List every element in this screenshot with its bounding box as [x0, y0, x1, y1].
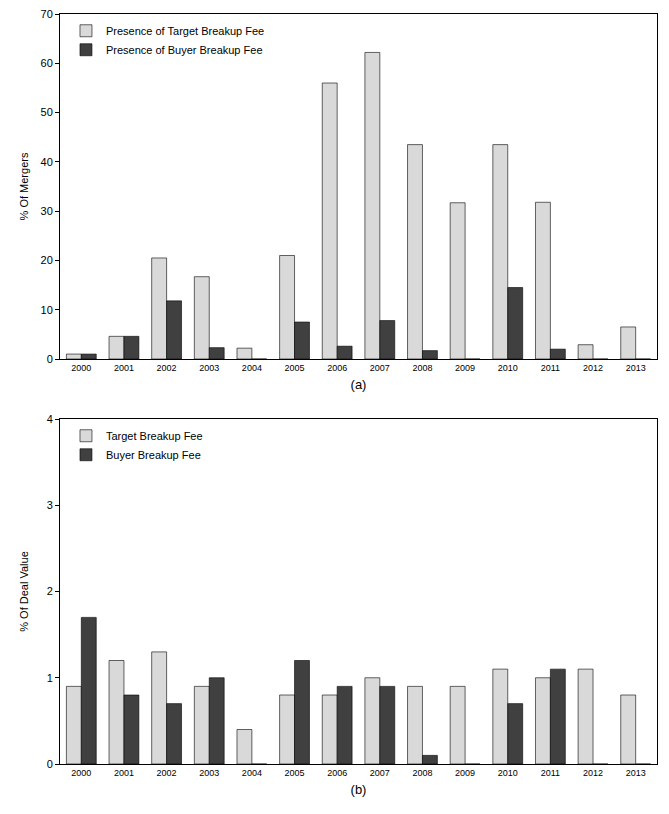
svg-text:2008: 2008 — [412, 363, 432, 373]
svg-text:2010: 2010 — [498, 768, 518, 778]
svg-text:Presence of Buyer Breakup Fee: Presence of Buyer Breakup Fee — [106, 44, 263, 56]
svg-text:60: 60 — [41, 57, 53, 69]
svg-text:2002: 2002 — [157, 768, 177, 778]
svg-text:10: 10 — [41, 304, 53, 316]
svg-text:1: 1 — [47, 672, 53, 684]
svg-text:20: 20 — [41, 254, 53, 266]
svg-text:2003: 2003 — [199, 768, 219, 778]
svg-text:3: 3 — [47, 499, 53, 511]
svg-text:2004: 2004 — [242, 363, 262, 373]
svg-text:2009: 2009 — [455, 768, 475, 778]
svg-text:2001: 2001 — [114, 363, 134, 373]
svg-text:2003: 2003 — [199, 363, 219, 373]
svg-text:2005: 2005 — [285, 363, 305, 373]
svg-text:2: 2 — [47, 585, 53, 597]
svg-text:2013: 2013 — [626, 363, 646, 373]
svg-text:Presence of Target Breakup Fee: Presence of Target Breakup Fee — [106, 25, 264, 37]
svg-text:2010: 2010 — [498, 363, 518, 373]
svg-text:2008: 2008 — [412, 768, 432, 778]
svg-text:2004: 2004 — [242, 768, 262, 778]
svg-text:2009: 2009 — [455, 363, 475, 373]
svg-text:(a): (a) — [351, 377, 367, 392]
svg-text:2002: 2002 — [157, 363, 177, 373]
svg-text:4: 4 — [47, 413, 53, 425]
svg-text:0: 0 — [47, 353, 53, 365]
svg-text:2000: 2000 — [71, 363, 91, 373]
svg-text:2013: 2013 — [626, 768, 646, 778]
svg-text:(b): (b) — [351, 782, 367, 797]
svg-text:2012: 2012 — [583, 768, 603, 778]
svg-text:50: 50 — [41, 106, 53, 118]
svg-text:2012: 2012 — [583, 363, 603, 373]
svg-text:2000: 2000 — [71, 768, 91, 778]
svg-text:2006: 2006 — [327, 363, 347, 373]
svg-text:2011: 2011 — [541, 768, 560, 778]
svg-text:40: 40 — [41, 156, 53, 168]
svg-text:0: 0 — [47, 758, 53, 770]
svg-text:Target Breakup Fee: Target Breakup Fee — [106, 430, 203, 442]
svg-text:Buyer Breakup Fee: Buyer Breakup Fee — [106, 449, 201, 461]
svg-text:2007: 2007 — [370, 768, 390, 778]
svg-text:% Of Mergers: % Of Mergers — [18, 152, 30, 220]
svg-text:2011: 2011 — [541, 363, 560, 373]
svg-text:2001: 2001 — [114, 768, 134, 778]
svg-text:2006: 2006 — [327, 768, 347, 778]
svg-text:30: 30 — [41, 205, 53, 217]
svg-text:2007: 2007 — [370, 363, 390, 373]
svg-text:% Of Deal Value: % Of Deal Value — [18, 551, 30, 632]
svg-text:2005: 2005 — [285, 768, 305, 778]
svg-text:70: 70 — [41, 8, 53, 20]
